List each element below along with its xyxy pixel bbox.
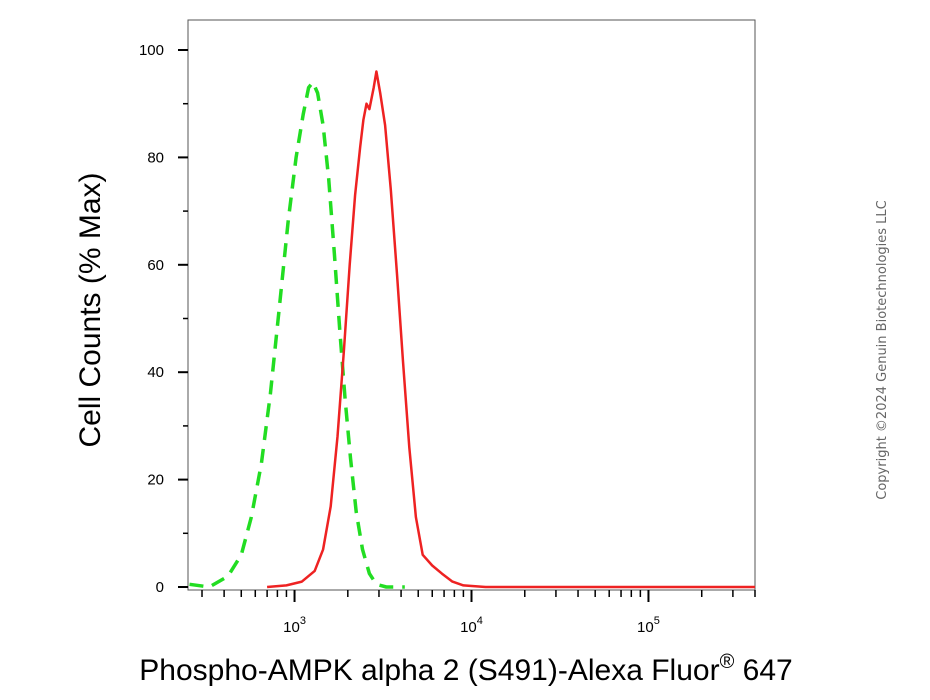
y-tick-label: 100: [139, 42, 164, 59]
x-axis: 103 104 105: [201, 590, 756, 636]
series-layer: [189, 70, 755, 589]
y-tick-label: 0: [156, 579, 164, 596]
y-tick-label: 80: [147, 149, 164, 166]
x-tick-label: 104: [460, 615, 483, 636]
x-axis-title-suffix: 647: [734, 654, 792, 687]
x-tick-label: 105: [637, 615, 660, 636]
x-tick-label: 103: [283, 615, 306, 636]
y-axis-title: Cell Counts (% Max): [74, 172, 107, 447]
y-axis: 0 20 40 60 80 100: [139, 42, 188, 596]
y-tick-label: 20: [147, 472, 164, 489]
copyright-notice: Copyright ©2024 Genuin Biotechnologies L…: [875, 200, 890, 499]
plot-frame: [187, 19, 756, 591]
x-axis-title: Phospho-AMPK alpha 2 (S491)-Alexa Fluor®…: [139, 651, 792, 687]
y-tick-label: 60: [147, 257, 164, 274]
y-tick-label: 40: [147, 364, 164, 381]
x-axis-title-registered-mark: ®: [720, 651, 735, 673]
stained-histogram-line: [266, 70, 755, 589]
x-axis-title-main: Phospho-AMPK alpha 2 (S491)-Alexa Fluor: [139, 654, 719, 687]
control-histogram-line: [189, 80, 405, 589]
